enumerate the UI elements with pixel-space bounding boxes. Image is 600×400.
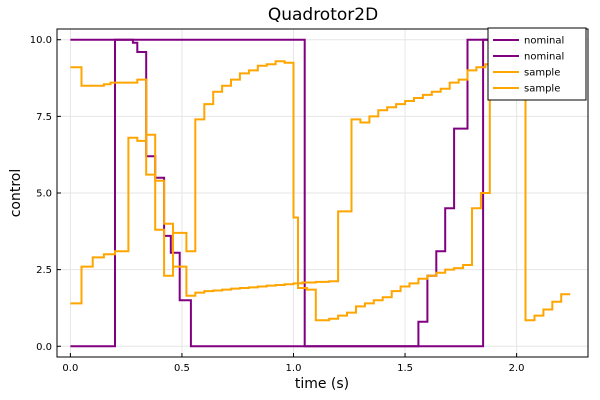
- chart-title: Quadrotor2D: [268, 5, 378, 25]
- y-axis-label: control: [8, 169, 24, 218]
- legend: nominal nominal sample sample: [487, 27, 587, 101]
- legend-entry: sample: [524, 84, 560, 95]
- x-tick-label: 1.5: [397, 363, 413, 374]
- x-tick-label: 2.0: [509, 363, 525, 374]
- legend-entry: nominal: [524, 52, 564, 63]
- series-line-1: [70, 38, 517, 348]
- legend-entry: nominal: [524, 36, 564, 47]
- y-axis: 0.0 2.5 5.0 7.5 10.0: [30, 35, 61, 353]
- x-axis: 0.0 0.5 1.0 1.5 2.0: [62, 353, 525, 374]
- x-tick-label: 0.0: [62, 363, 78, 374]
- y-tick-label: 7.5: [36, 112, 52, 123]
- series-line-2: [70, 38, 517, 348]
- series-layer: [70, 38, 571, 348]
- y-tick-label: 2.5: [36, 265, 52, 276]
- series-line-3: [70, 60, 571, 322]
- y-tick-label: 0.0: [36, 342, 52, 353]
- y-tick-label: 10.0: [30, 35, 52, 46]
- series-line-4: [70, 60, 517, 322]
- legend-entry: sample: [524, 68, 560, 79]
- x-tick-label: 0.5: [174, 363, 190, 374]
- x-axis-label: time (s): [295, 376, 349, 392]
- x-tick-label: 1.0: [286, 363, 302, 374]
- y-tick-label: 5.0: [36, 189, 52, 200]
